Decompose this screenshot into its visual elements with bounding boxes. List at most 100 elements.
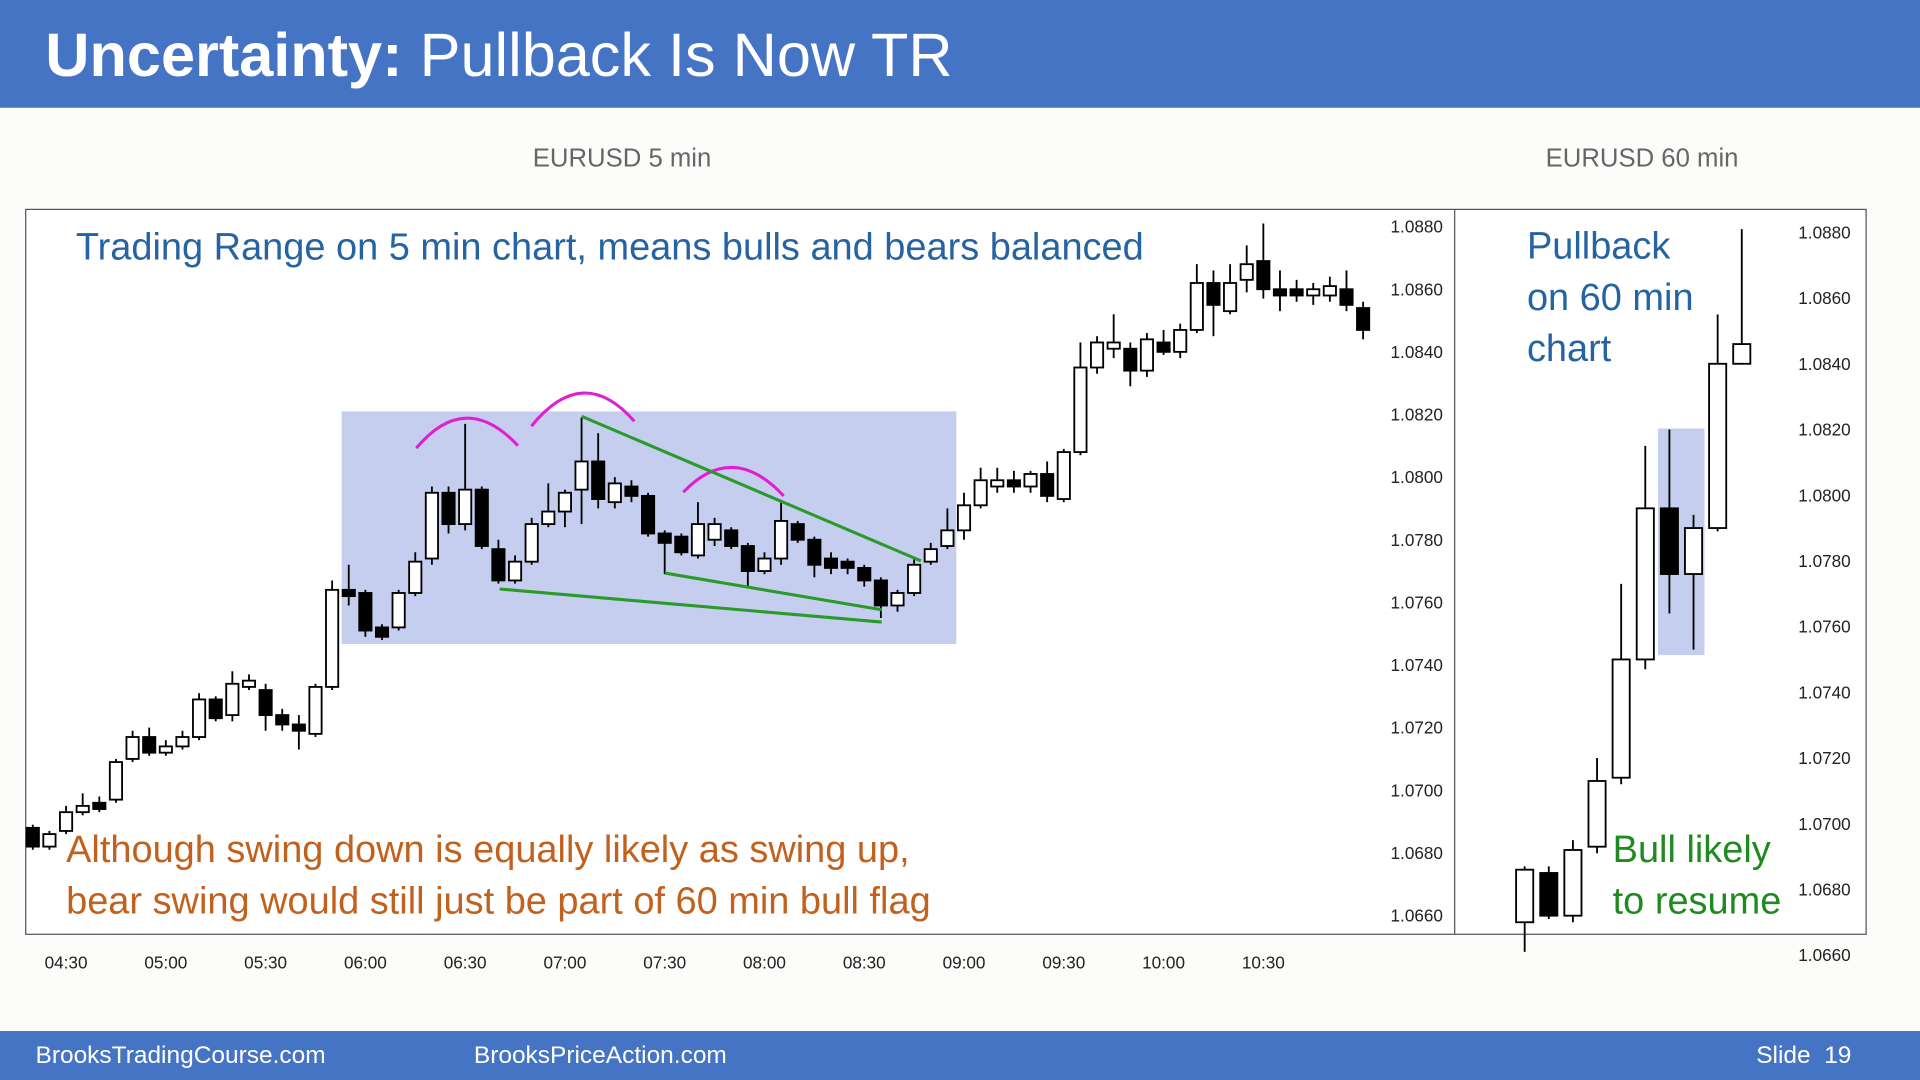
header-bar bbox=[0, 0, 1920, 108]
candle-body bbox=[275, 714, 290, 726]
candle-body bbox=[1073, 366, 1088, 453]
x-tick-label: 09:00 bbox=[943, 953, 986, 973]
x-tick-label: 08:00 bbox=[743, 953, 786, 973]
candle-body bbox=[42, 833, 57, 848]
x-tick-label: 05:30 bbox=[244, 953, 287, 973]
y-tick-label: 1.0800 bbox=[1391, 467, 1443, 487]
candle-body bbox=[923, 548, 938, 563]
candle-body bbox=[1322, 285, 1337, 297]
candle-body bbox=[674, 535, 689, 554]
trend-line bbox=[664, 571, 882, 612]
candle-body bbox=[92, 801, 107, 810]
trend-line bbox=[499, 587, 882, 624]
candle-body bbox=[408, 560, 423, 594]
candle-body bbox=[1040, 473, 1055, 497]
candle-body bbox=[1659, 507, 1679, 575]
title-rest: Pullback Is Now TR bbox=[420, 21, 953, 89]
candle-body bbox=[624, 485, 639, 497]
annotation: to resume bbox=[1613, 880, 1782, 922]
candle-body bbox=[258, 689, 273, 717]
candle-body bbox=[1356, 307, 1371, 331]
candle-body bbox=[308, 685, 323, 735]
y-tick-label: 1.0720 bbox=[1798, 748, 1850, 768]
annotation: on 60 min bbox=[1527, 277, 1694, 319]
y-tick-label: 1.0700 bbox=[1391, 780, 1443, 800]
candle-body bbox=[291, 723, 306, 732]
candle-body bbox=[1189, 282, 1204, 331]
x-tick-label: 06:30 bbox=[444, 953, 487, 973]
candle-body bbox=[807, 538, 822, 566]
y-tick-label: 1.0760 bbox=[1391, 592, 1443, 612]
candle-body bbox=[1635, 507, 1655, 661]
y-tick-label: 1.0720 bbox=[1391, 718, 1443, 738]
y-tick-label: 1.0780 bbox=[1798, 551, 1850, 571]
candle-body bbox=[1611, 658, 1631, 779]
y-tick-label: 1.0840 bbox=[1798, 354, 1850, 374]
candle-body bbox=[175, 736, 190, 748]
footer-bar bbox=[0, 1031, 1920, 1080]
candle-body bbox=[1515, 868, 1535, 924]
candle-body bbox=[441, 491, 456, 526]
slide-title: Uncertainty: Pullback Is Now TR bbox=[45, 21, 952, 89]
candle-body bbox=[325, 588, 340, 688]
candle-body bbox=[241, 679, 257, 688]
y-tick-label: 1.0660 bbox=[1798, 945, 1850, 965]
y-tick-label: 1.0860 bbox=[1391, 279, 1443, 299]
candle-body bbox=[1023, 473, 1038, 488]
candle-body bbox=[907, 563, 922, 594]
candle-body bbox=[790, 523, 805, 541]
y-tick-label: 1.0820 bbox=[1798, 420, 1850, 440]
candle-body bbox=[158, 745, 173, 754]
candle-body bbox=[1272, 288, 1288, 297]
arc bbox=[682, 465, 785, 497]
y-tick-label: 1.0800 bbox=[1798, 485, 1850, 505]
candle-body bbox=[1173, 329, 1188, 353]
y-tick-label: 1.0700 bbox=[1798, 814, 1850, 834]
candle-body bbox=[225, 682, 240, 717]
annotation: Pullback bbox=[1527, 225, 1671, 267]
candle-body bbox=[1306, 288, 1321, 297]
candle-body bbox=[391, 592, 406, 629]
candle-body bbox=[857, 567, 872, 582]
candle-body bbox=[142, 736, 157, 754]
candle-body bbox=[990, 479, 1005, 488]
x-tick-label: 09:30 bbox=[1042, 953, 1085, 973]
candle-body bbox=[574, 460, 589, 491]
footer-link: BrooksPriceAction.com bbox=[474, 1042, 727, 1069]
chart-title: EURUSD 5 min bbox=[533, 145, 712, 173]
annotation: Trading Range on 5 min chart, means bull… bbox=[76, 227, 1144, 269]
x-tick-label: 04:30 bbox=[45, 953, 88, 973]
arc bbox=[415, 416, 520, 450]
candle-body bbox=[657, 532, 672, 544]
candle-body bbox=[358, 592, 373, 632]
y-tick-label: 1.0820 bbox=[1391, 405, 1443, 425]
x-tick-label: 07:00 bbox=[543, 953, 586, 973]
candle-body bbox=[1139, 338, 1154, 372]
candle-body bbox=[1732, 343, 1752, 365]
wedge-lines bbox=[499, 414, 922, 624]
candle-body bbox=[1539, 872, 1559, 917]
candle-body bbox=[108, 761, 123, 801]
candle-body bbox=[474, 488, 489, 547]
candle-body bbox=[1563, 849, 1583, 917]
annotation: chart bbox=[1527, 328, 1612, 370]
candle-body bbox=[541, 510, 556, 526]
candle-body bbox=[491, 548, 506, 582]
candle-body bbox=[591, 460, 606, 500]
y-tick-label: 1.0860 bbox=[1798, 288, 1850, 308]
slide-number: Slide 19 bbox=[1756, 1042, 1851, 1069]
candle-body bbox=[1006, 479, 1021, 488]
candle-body bbox=[25, 826, 40, 848]
chart-title: EURUSD 60 min bbox=[1546, 145, 1739, 173]
x-tick-label: 10:30 bbox=[1242, 953, 1285, 973]
trend-line bbox=[581, 414, 922, 563]
y-tick-label: 1.0880 bbox=[1798, 223, 1850, 243]
x-tick-label: 07:30 bbox=[643, 953, 686, 973]
candle-body bbox=[1708, 362, 1728, 529]
x-tick-label: 08:30 bbox=[843, 953, 886, 973]
candle-body bbox=[1156, 341, 1171, 353]
candle-body bbox=[524, 523, 539, 563]
candle-body bbox=[508, 560, 523, 582]
